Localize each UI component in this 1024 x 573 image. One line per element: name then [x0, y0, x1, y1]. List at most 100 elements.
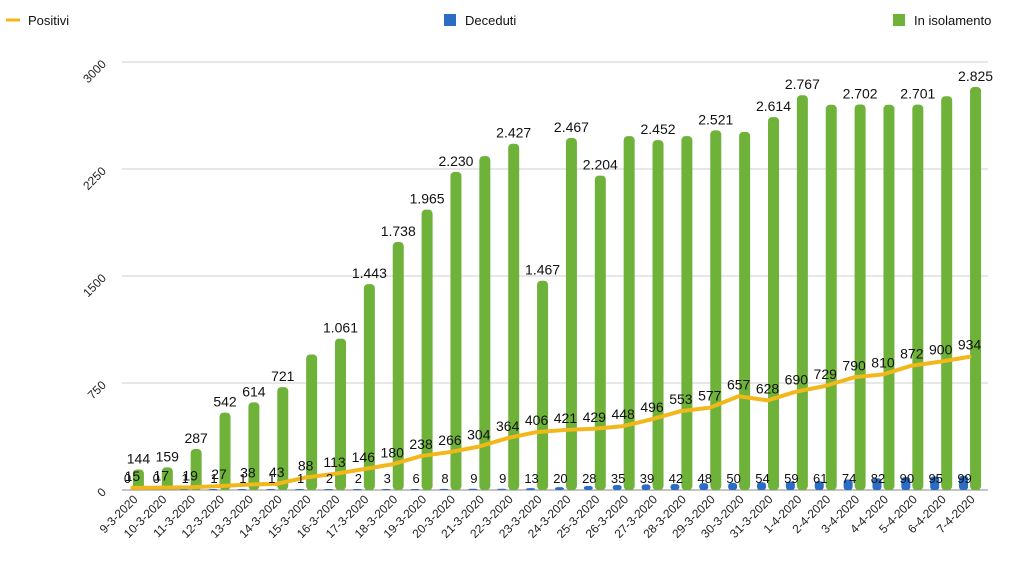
bar-deceduti: [670, 484, 680, 490]
data-label-deceduti: 50: [726, 471, 740, 486]
bar-in-isolamento: [565, 138, 577, 491]
data-label-positivi: 266: [438, 432, 462, 448]
bar-in-isolamento: [941, 96, 953, 491]
bar-in-isolamento: [190, 449, 202, 490]
data-label-positivi: 496: [640, 399, 664, 415]
bar-deceduti: [699, 483, 709, 490]
data-label-in-isolamento: 2.825: [958, 68, 993, 84]
data-label-in-isolamento: 542: [213, 394, 237, 410]
data-label-in-isolamento: 2.230: [438, 153, 473, 169]
data-label-deceduti: 95: [928, 471, 942, 486]
bar-in-isolamento: [335, 338, 346, 490]
bar-in-isolamento: [132, 469, 144, 490]
data-label-in-isolamento: 2.427: [496, 125, 531, 141]
data-label-deceduti: 9: [499, 471, 506, 486]
data-label-positivi: 38: [240, 465, 256, 481]
legend: Positivi Deceduti In isolamento: [6, 13, 991, 28]
legend-item-positivi: Positivi: [6, 13, 69, 28]
bar-in-isolamento: [421, 209, 433, 490]
bar-deceduti: [352, 489, 362, 490]
bar-in-isolamento: [970, 86, 982, 490]
data-label-deceduti: 74: [842, 471, 856, 486]
data-label-in-isolamento: 2.204: [583, 157, 618, 173]
data-label-in-isolamento: 2.702: [843, 86, 878, 102]
bar-deceduti: [237, 489, 247, 490]
data-label-deceduti: 1: [268, 471, 275, 486]
bar-deceduti: [814, 481, 824, 490]
data-label-deceduti: 39: [640, 471, 654, 486]
line-positivi: [130, 354, 972, 490]
bar-deceduti: [901, 477, 911, 490]
data-label-deceduti: 1: [182, 471, 189, 486]
bar-deceduti: [728, 482, 738, 490]
bar-deceduti: [930, 476, 940, 490]
data-label-in-isolamento: 1.467: [525, 262, 560, 278]
data-label-positivi: 364: [496, 418, 520, 434]
data-label-positivi: 406: [525, 412, 549, 428]
gridlines: [122, 61, 988, 491]
data-label-positivi: 790: [842, 357, 866, 373]
bar-in-isolamento: [912, 104, 924, 490]
data-label-positivi: 934: [958, 337, 982, 353]
bar-deceduti: [583, 486, 593, 490]
bar-deceduti: [410, 489, 420, 490]
bar-in-isolamento: [710, 130, 722, 490]
data-label-positivi: 657: [727, 376, 751, 392]
data-label-deceduti: 0: [153, 471, 160, 486]
data-label-in-isolamento: 2.467: [554, 119, 589, 135]
data-label-positivi: 113: [323, 454, 346, 470]
bar-deceduti: [208, 489, 218, 490]
data-label-deceduti: 9: [470, 471, 477, 486]
data-label-deceduti: 99: [957, 471, 971, 486]
y-tick-label: 1500: [80, 271, 109, 300]
series-in-isolamento: [132, 86, 982, 491]
legend-swatch-in-isolamento: [893, 14, 905, 26]
bar-in-isolamento: [537, 280, 549, 490]
data-label-deceduti: 90: [900, 471, 914, 486]
bar-deceduti: [381, 489, 391, 490]
data-label-deceduti: 3: [384, 471, 391, 486]
data-label-deceduti: 35: [611, 471, 625, 486]
bar-in-isolamento: [508, 143, 520, 491]
bar-in-isolamento: [161, 467, 173, 490]
bar-in-isolamento: [479, 156, 491, 490]
bar-deceduti: [439, 488, 449, 490]
data-label-deceduti: 2: [355, 471, 362, 486]
data-label-in-isolamento: 2.767: [785, 76, 820, 92]
data-label-deceduti: 28: [582, 471, 596, 486]
data-label-positivi: 17: [154, 468, 170, 484]
bar-deceduti: [757, 482, 766, 490]
bar-deceduti: [468, 488, 478, 490]
bar-deceduti: [324, 489, 333, 490]
data-label-in-isolamento: 2.452: [641, 121, 676, 137]
series-deceduti: [179, 475, 969, 490]
bar-in-isolamento: [248, 402, 260, 490]
data-label-positivi: 729: [814, 366, 838, 382]
series-positivi: [130, 354, 972, 490]
data-label-in-isolamento: 2.701: [900, 86, 935, 102]
data-label-positivi: 690: [785, 372, 809, 388]
bar-in-isolamento: [594, 175, 606, 490]
data-label-in-isolamento: 1.965: [410, 191, 445, 207]
legend-label-in-isolamento: In isolamento: [914, 13, 991, 28]
data-label-positivi: 27: [211, 466, 227, 482]
bar-in-isolamento: [681, 136, 693, 491]
bar-deceduti: [612, 485, 622, 490]
bar-in-isolamento: [219, 412, 231, 490]
data-label-deceduti: 48: [698, 471, 712, 486]
data-label-in-isolamento: 287: [184, 430, 208, 446]
data-label-deceduti: 0: [124, 471, 131, 486]
data-label-positivi: 900: [929, 342, 953, 358]
data-label-in-isolamento: 159: [156, 448, 180, 464]
bar-deceduti: [785, 481, 795, 490]
data-label-deceduti: 8: [441, 471, 448, 486]
bar-in-isolamento: [392, 242, 404, 490]
data-label-deceduti: 59: [784, 471, 798, 486]
data-label-positivi: 146: [352, 449, 376, 465]
bar-in-isolamento: [739, 131, 751, 490]
legend-label-positivi: Positivi: [28, 13, 69, 28]
bar-deceduti: [641, 484, 651, 490]
data-label-deceduti: 13: [524, 471, 538, 486]
